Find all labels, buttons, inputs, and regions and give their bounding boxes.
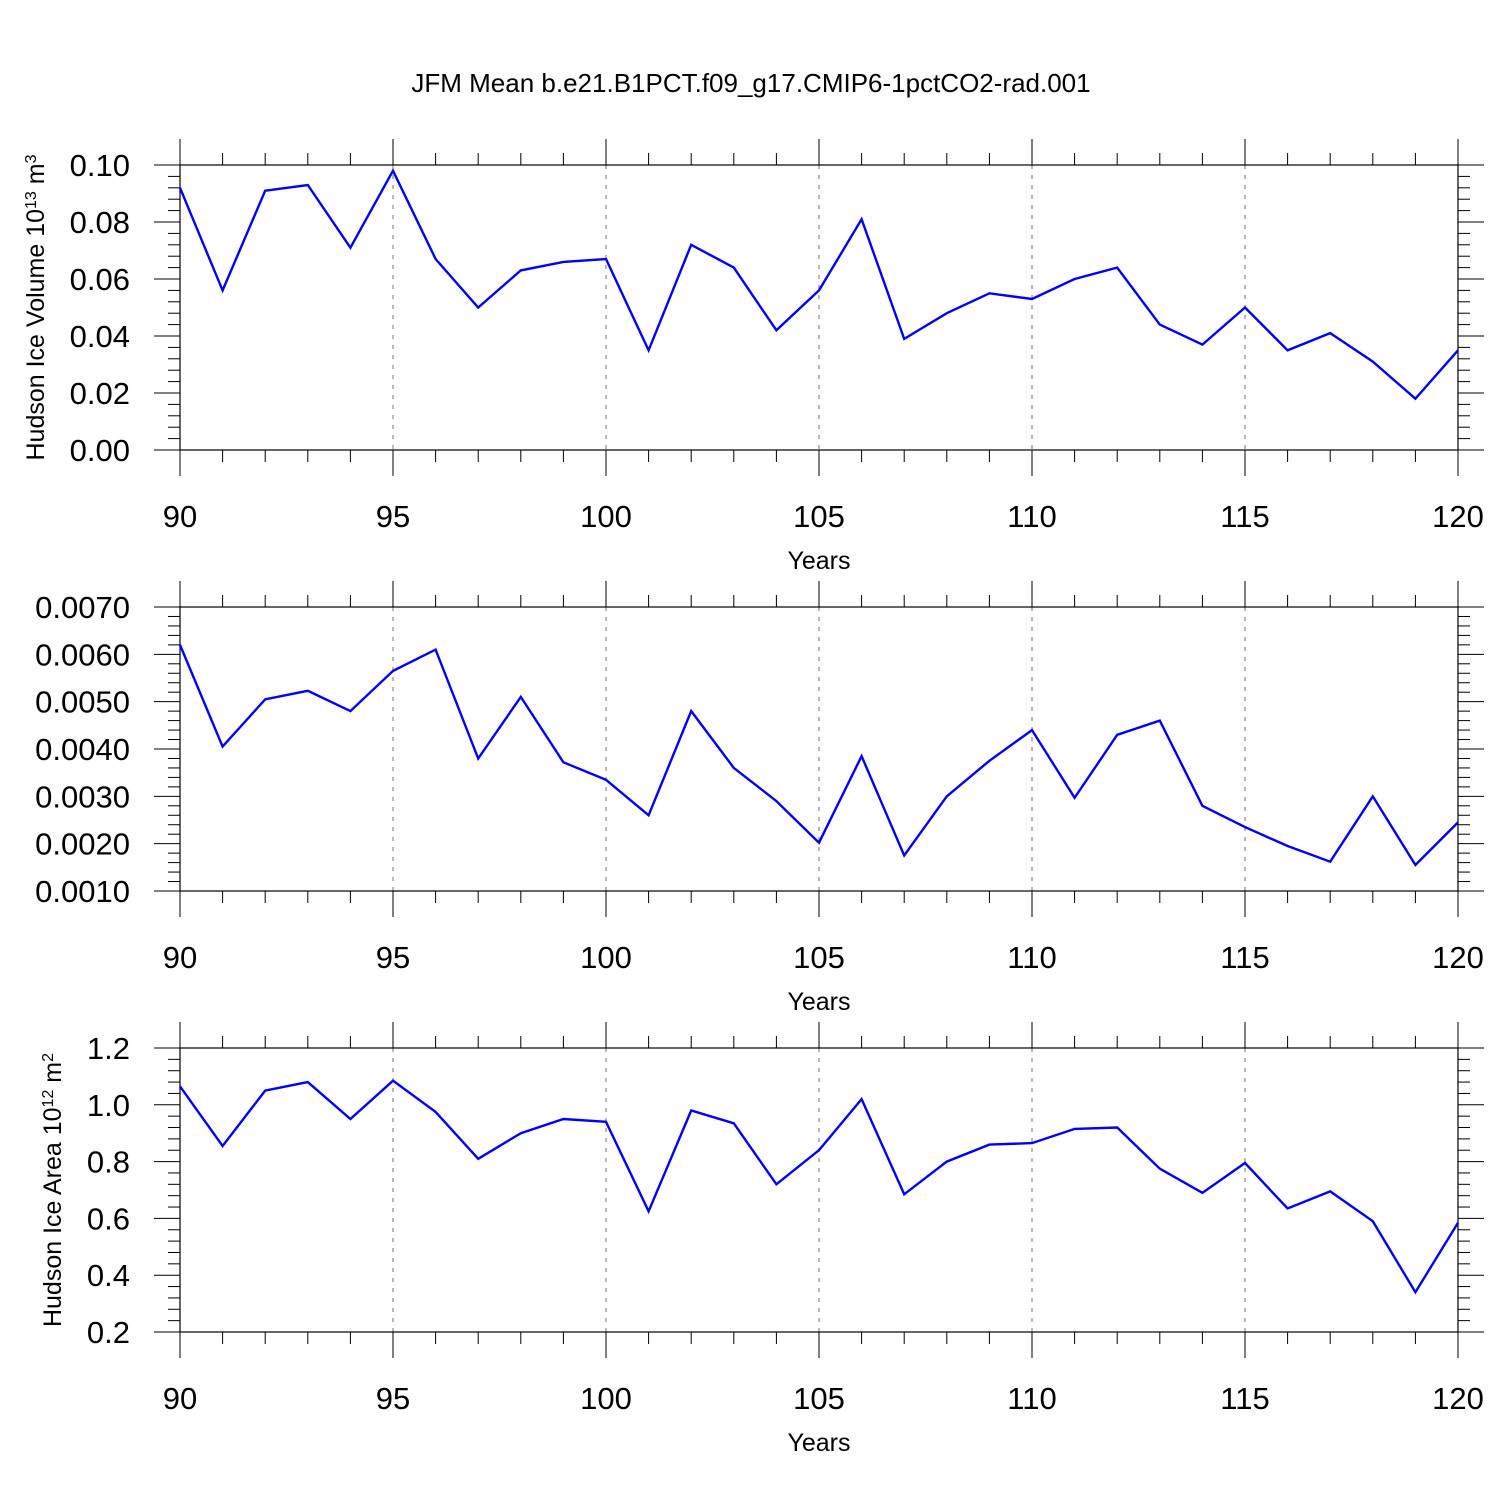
y-tick-label: 1.0 — [87, 1088, 130, 1123]
y-axis-label-text: Hudson Ice Volume 10 — [22, 209, 50, 461]
x-axis-label: Years — [787, 547, 850, 575]
x-tick-label: 115 — [1220, 1381, 1269, 1416]
x-axis-label: Years — [787, 988, 850, 1016]
x-tick-label: 100 — [580, 499, 632, 534]
x-tick-label: 120 — [1432, 1381, 1484, 1416]
y-axis-label: Hudson Ice Volume 1013 m3 — [22, 154, 50, 460]
y-tick-label: 0.2 — [87, 1315, 130, 1350]
x-tick-label: 120 — [1432, 940, 1484, 975]
x-tick-label: 105 — [793, 940, 845, 975]
series-line — [178, 644, 1459, 867]
y-tick-label: 0.04 — [70, 319, 130, 354]
x-tick-label: 105 — [793, 499, 845, 534]
y-axis-label-text: Hudson Snow Volume 10 — [0, 636, 6, 917]
y-axis-label-superscript: 2 — [40, 1053, 57, 1062]
y-axis-label-text: Hudson Ice Area 10 — [39, 1107, 67, 1327]
y-tick-label: 0.02 — [70, 376, 130, 411]
y-axis-label-superscript: 12 — [40, 1090, 57, 1108]
y-tick-label: 0.0060 — [35, 637, 130, 672]
y-axis-label-text: m — [0, 590, 6, 618]
y-tick-label: 0.10 — [70, 148, 130, 183]
y-tick-label: 0.0010 — [35, 874, 130, 909]
x-tick-label: 115 — [1220, 499, 1269, 534]
x-tick-label: 120 — [1432, 499, 1484, 534]
y-tick-label: 1.2 — [87, 1031, 130, 1066]
x-tick-label: 100 — [580, 1381, 632, 1416]
y-axis-label: Hudson Snow Volume 1013 m3 — [0, 581, 6, 916]
x-tick-label: 95 — [376, 499, 410, 534]
y-tick-label: 0.0050 — [35, 685, 130, 720]
x-tick-label: 100 — [580, 940, 632, 975]
chart-title: JFM Mean b.e21.B1PCT.f09_g17.CMIP6-1pctC… — [411, 68, 1090, 98]
x-tick-label: 95 — [376, 1381, 410, 1416]
y-tick-label: 0.08 — [70, 205, 130, 240]
y-axis-label: Hudson Ice Area 1012 m2 — [39, 1053, 67, 1327]
x-tick-label: 115 — [1220, 940, 1269, 975]
x-tick-label: 90 — [163, 499, 197, 534]
y-tick-label: 0.06 — [70, 262, 130, 297]
x-tick-label: 110 — [1007, 499, 1056, 534]
x-tick-label: 110 — [1007, 1381, 1056, 1416]
panel-2: 0.0010 0.0020 0.0030 0.0040 0.0050 0.0060 0.00… — [0, 581, 1484, 1016]
y-tick-label: 0.6 — [87, 1201, 130, 1236]
x-tick-label: 105 — [793, 1381, 845, 1416]
panel-3: 0.2 0.4 0.6 0.8 1.0 1.2 90 95 100 105 110 115 120 Yea… — [39, 1022, 1484, 1457]
y-tick-label: 0.0030 — [35, 779, 130, 814]
y-tick-label: 0.00 — [70, 433, 130, 468]
series-line — [179, 1079, 1460, 1295]
y-tick-label: 0.4 — [87, 1258, 130, 1293]
panel-1: 0.00 0.02 0.04 0.06 0.08 0.10 90 95 100 105 110 115… — [22, 139, 1484, 575]
y-axis-label-superscript: 13 — [23, 191, 40, 209]
x-tick-label: 110 — [1007, 940, 1056, 975]
x-tick-label: 95 — [376, 940, 410, 975]
y-tick-label: 0.0040 — [35, 732, 130, 767]
x-tick-label: 90 — [163, 940, 197, 975]
y-axis-label-superscript: 3 — [23, 154, 40, 163]
y-axis-label-text: m — [39, 1062, 67, 1090]
x-axis-label: Years — [787, 1429, 850, 1457]
y-axis-label-text: m — [22, 163, 50, 191]
series-line — [178, 168, 1459, 401]
y-tick-label: 0.0020 — [35, 827, 130, 862]
y-tick-label: 0.0070 — [35, 590, 130, 625]
y-tick-label: 0.8 — [87, 1145, 130, 1180]
x-tick-label: 90 — [163, 1381, 197, 1416]
